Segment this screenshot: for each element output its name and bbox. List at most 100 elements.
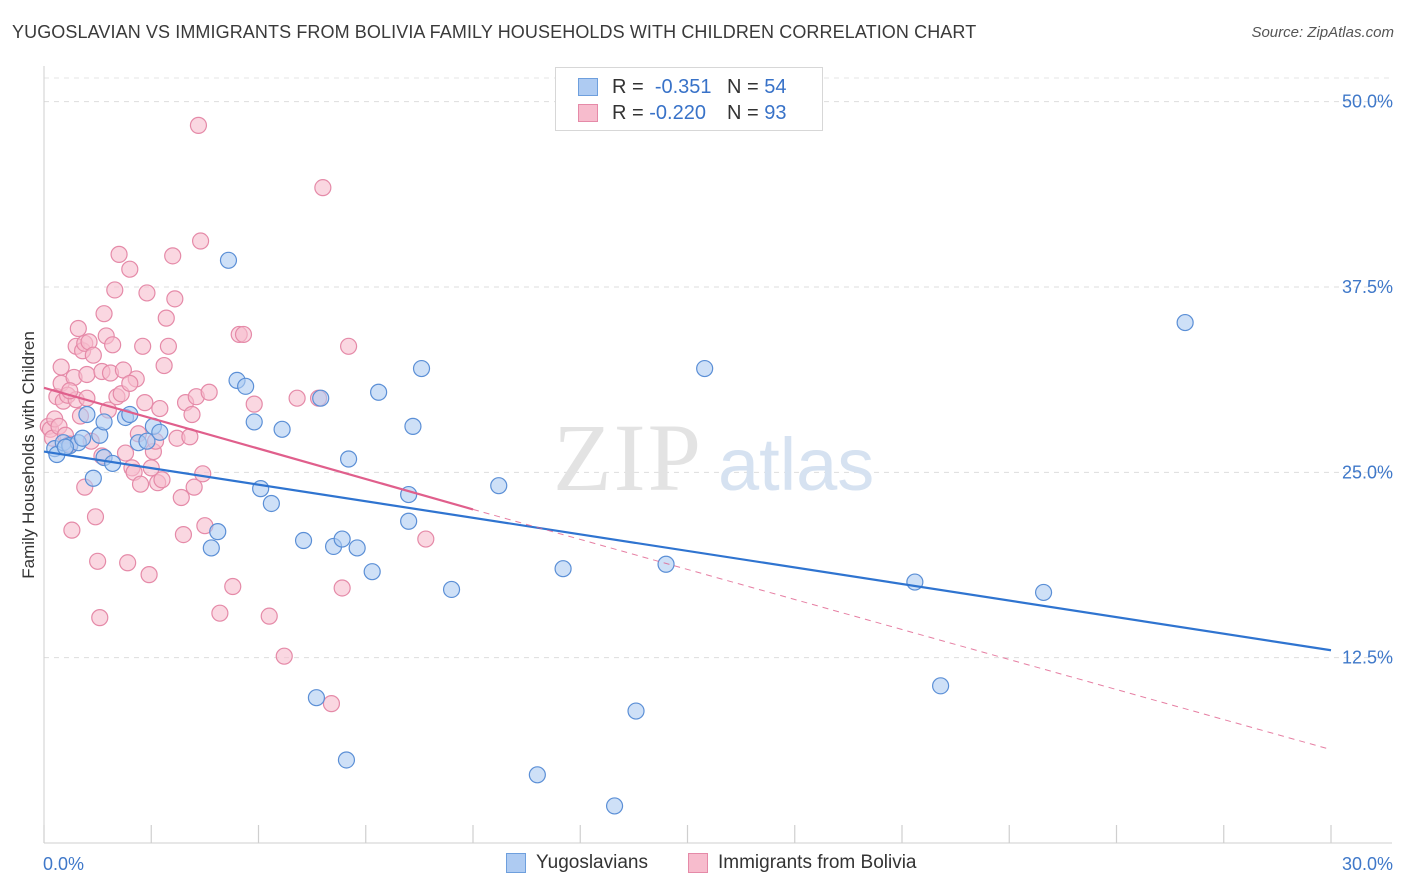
point-yugoslavian [294, 531, 313, 550]
point-yugoslavian [363, 563, 381, 581]
n-value: 93 [764, 101, 787, 124]
point-bolivia [140, 566, 158, 584]
r-value: -0.351 [654, 75, 712, 98]
point-bolivia [234, 325, 253, 344]
gridlines [44, 77, 1392, 659]
point-bolivia [138, 284, 156, 302]
point-bolivia [69, 319, 87, 338]
point-yugoslavian [95, 413, 113, 431]
point-yugoslavian [202, 539, 220, 557]
r-label: R = [612, 101, 644, 124]
point-yugoslavian [627, 702, 645, 720]
point-yugoslavian [245, 413, 263, 431]
point-bolivia [110, 245, 128, 263]
point-bolivia [84, 346, 102, 364]
point-yugoslavian [528, 766, 546, 784]
point-bolivia [166, 290, 184, 308]
y-tick-label: 37.5% [1342, 277, 1393, 297]
point-yugoslavian [490, 477, 508, 495]
trend-line-yugoslavians [43, 450, 1332, 652]
point-bolivia [189, 116, 208, 134]
point-yugoslavian [605, 797, 624, 815]
point-bolivia [200, 383, 218, 401]
point-bolivia [245, 395, 263, 413]
point-bolivia [151, 399, 169, 418]
trend-extension-bolivia [472, 508, 1332, 751]
point-yugoslavian [337, 751, 356, 769]
point-yugoslavian [404, 417, 422, 435]
point-yugoslavian [1034, 583, 1053, 602]
point-bolivia [131, 475, 150, 493]
point-yugoslavian [262, 494, 280, 513]
trend-line-bolivia [43, 386, 474, 511]
point-bolivia [211, 604, 229, 622]
x-tick-label: 30.0% [1342, 854, 1393, 874]
point-bolivia [86, 508, 105, 526]
point-bolivia [134, 337, 152, 355]
tick-labels: 12.5% 25.0% 37.5% 50.0% 0.0% 30.0% [43, 92, 1393, 874]
series-bolivia [39, 116, 435, 713]
point-yugoslavian [151, 423, 169, 441]
point-bolivia [121, 374, 139, 392]
stats-legend-row-bolivia: R = -0.220 N = 93 [578, 101, 787, 125]
point-yugoslavian [78, 405, 96, 424]
point-bolivia [288, 389, 306, 407]
point-bolivia [185, 478, 203, 496]
y-axis-label: Family Households with Children [19, 331, 38, 579]
watermark: ZIP atlas [553, 404, 874, 511]
r-value: -0.220 [649, 101, 706, 124]
point-bolivia [157, 309, 175, 327]
point-yugoslavian [209, 523, 227, 541]
point-bolivia [159, 337, 178, 355]
point-bolivia [116, 444, 135, 462]
stats-legend: R = -0.351 N = 54 R = -0.220 N = 93 [555, 67, 823, 131]
point-bolivia [95, 305, 113, 323]
point-yugoslavian [339, 450, 358, 468]
point-bolivia [89, 552, 107, 570]
point-bolivia [63, 521, 81, 539]
r-label: R = [612, 75, 644, 98]
n-label: N = [727, 75, 759, 98]
legend-swatch-yugoslavians [506, 853, 526, 873]
legend-label-bolivia: Immigrants from Bolivia [718, 852, 917, 873]
point-yugoslavian [273, 420, 291, 438]
point-yugoslavian [138, 432, 156, 450]
point-bolivia [191, 232, 210, 250]
point-bolivia [155, 356, 173, 375]
point-bolivia [52, 358, 70, 376]
point-bolivia [417, 530, 435, 548]
point-bolivia [322, 695, 341, 713]
point-yugoslavian [74, 429, 92, 447]
point-yugoslavian [696, 359, 714, 378]
x-tick-label: 0.0% [43, 854, 84, 874]
n-label: N = [727, 101, 759, 124]
point-bolivia [78, 365, 96, 384]
legend-item-bolivia[interactable]: Immigrants from Bolivia [688, 852, 917, 874]
point-bolivia [194, 465, 212, 483]
point-bolivia [275, 647, 293, 665]
point-bolivia [119, 554, 137, 572]
point-bolivia [136, 394, 154, 412]
point-yugoslavian [307, 689, 326, 707]
point-bolivia [153, 471, 171, 489]
point-yugoslavian [370, 383, 388, 401]
point-bolivia [333, 579, 351, 597]
point-bolivia [172, 488, 190, 507]
point-yugoslavian [400, 512, 418, 530]
point-bolivia [260, 607, 278, 625]
point-yugoslavian [56, 438, 75, 456]
source-label: Source: ZipAtlas.com [1251, 24, 1394, 41]
legend-item-yugoslavians[interactable]: Yugoslavians [506, 852, 648, 874]
y-tick-label: 25.0% [1342, 462, 1393, 482]
point-yugoslavian [554, 560, 572, 578]
point-yugoslavian [442, 580, 461, 599]
point-yugoslavian [219, 251, 238, 269]
watermark-zip: ZIP [553, 404, 703, 511]
point-bolivia [106, 281, 124, 299]
point-yugoslavian [348, 539, 366, 557]
point-bolivia [183, 405, 201, 424]
point-yugoslavian [657, 555, 675, 573]
point-yugoslavian [932, 677, 950, 695]
point-yugoslavian [237, 377, 255, 395]
